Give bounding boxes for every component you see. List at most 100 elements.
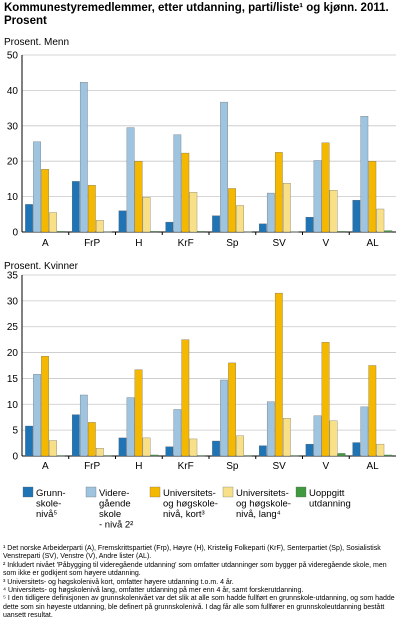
bar-grunnskole [258,223,267,233]
legend-label-videregaende: - nivå 2² [99,520,133,531]
bar-videregaende [126,397,135,457]
x-tick-label: A [42,461,49,472]
bar-univ_kort [228,188,236,233]
bar-grunnskole [165,446,174,457]
bar-univ_lang [49,440,57,457]
legend-label-univ_lang: Universitets- [236,488,289,499]
bar-grunnskole [352,442,361,457]
x-tick-label: AL [367,461,380,472]
footnote-5: ⁵ I den tidligere definisjonen av grunns… [3,595,395,620]
bar-videregaende [173,134,182,233]
bar-videregaende [220,101,228,233]
x-tick-label: Sp [226,461,239,472]
y-tick-label: 0 [12,228,18,239]
legend-label-univ_lang: nivå, lang⁴ [236,509,281,520]
bar-grunnskole [71,414,80,457]
bar-uoppgitt [244,231,252,233]
bar-univ_kort [274,152,283,233]
bar-univ_lang [49,212,57,233]
y-tick-label: 10 [7,400,19,411]
bar-uoppgitt [337,231,346,233]
bar-univ_kort [181,339,190,457]
bar-univ_lang [282,182,291,233]
bar-videregaende [266,192,275,233]
bar-videregaende [313,415,322,457]
bar-uoppgitt [384,454,393,457]
y-tick-label: 20 [7,157,19,168]
bar-univ_lang [376,208,385,233]
bar-grunnskole [25,425,33,457]
panel-title-2: Prosent. Kvinner [4,261,79,272]
legend-label-univ_kort: nivå, kort³ [163,509,205,520]
bar-videregaende [33,374,41,457]
legend-swatch-videregaende [85,486,97,498]
bar-uoppgitt [57,455,65,457]
bar-uoppgitt [384,230,393,233]
x-tick-label: KrF [178,238,194,249]
legend-label-videregaende: Videre- [99,488,129,499]
bar-uoppgitt [197,455,206,457]
bar-univ_lang [329,190,338,233]
x-tick-label: V [323,238,330,249]
bar-uoppgitt [150,231,159,233]
bar-univ_kort [368,365,377,457]
legend-label-grunnskole: nivå⁵ [36,509,57,520]
bar-grunnskole [71,181,80,233]
bar-grunnskole [212,215,220,233]
footnote-3: ³ Universitets- og høgskolenivå kort, om… [3,578,234,586]
legend-label-uoppgitt: utdanning [309,499,351,510]
bar-univ_lang [376,443,385,457]
legend-label-videregaende: gående [99,499,131,510]
legend-label-uoppgitt: Uoppgitt [309,488,345,499]
x-tick-label: H [135,461,142,472]
bar-uoppgitt [337,453,346,457]
bar-videregaende [79,394,88,457]
bar-videregaende [360,406,369,457]
bar-univ_kort [181,152,190,233]
legend-label-grunnskole: Grunn- [36,488,66,499]
y-tick-label: 10 [7,192,19,203]
bar-univ_lang [282,418,291,457]
footnote-2: ² Inkludert nivået 'Påbygging til videre… [3,561,387,578]
legend-label-grunnskole: skole- [36,499,61,510]
bar-univ_lang [236,205,244,233]
y-tick-label: 5 [12,426,18,437]
bar-univ_kort [41,169,49,233]
bar-univ_kort [87,185,96,233]
y-tick-label: 35 [7,271,19,282]
bar-grunnskole [118,437,127,457]
bar-univ_kort [274,292,283,457]
y-tick-label: 0 [12,452,18,463]
bar-univ_kort [228,362,236,457]
bar-videregaende [266,401,275,457]
bar-univ_lang [189,192,198,233]
bar-videregaende [360,116,369,233]
y-tick-label: 30 [7,296,19,307]
bar-grunnskole [212,440,220,457]
bar-grunnskole [25,204,33,233]
y-tick-label: 25 [7,322,19,333]
bar-univ_lang [142,197,151,233]
bar-videregaende [313,160,322,233]
bar-grunnskole [305,216,314,233]
legend-label-univ_kort: og høgskole- [163,499,218,510]
legend-swatch-univ_kort [149,486,161,498]
x-tick-label: AL [367,238,380,249]
x-tick-label: SV [272,461,286,472]
x-tick-label: H [135,238,142,249]
bar-uoppgitt [290,455,299,457]
x-tick-label: A [42,238,49,249]
bar-grunnskole [305,443,314,457]
footnote-4: ⁴ Universitets- og høgskolenivå lang, om… [3,587,304,595]
bar-univ_lang [189,438,198,457]
bar-univ_kort [321,142,330,233]
y-tick-label: 20 [7,348,19,359]
bar-videregaende [126,127,135,233]
legend-label-univ_lang: og høgskole- [236,499,291,510]
bar-grunnskole [352,199,361,233]
panel-title-1: Prosent. Menn [4,37,69,48]
bar-grunnskole [258,445,267,457]
x-tick-label: SV [272,238,286,249]
bar-videregaende [79,82,88,233]
bar-univ_kort [41,356,49,457]
